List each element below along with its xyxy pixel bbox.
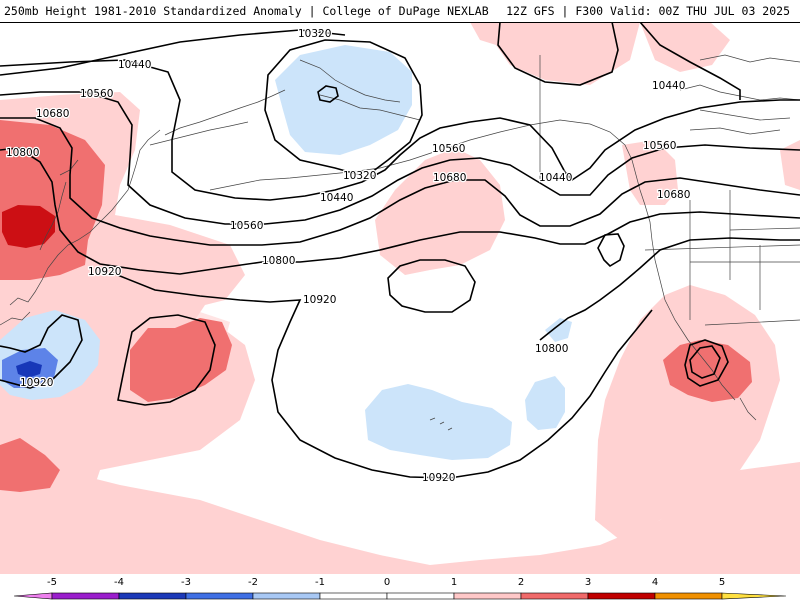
contour-label: 10920 (88, 266, 121, 278)
anomaly-map: 10320 10320 10440 10440 10440 10440 1056… (0, 22, 800, 574)
contour-10920-west-lobe (117, 314, 216, 406)
contour-10320-low (317, 85, 339, 103)
colorbar-tick-label: -4 (114, 577, 124, 588)
negative-anomaly-shading-3 (16, 361, 42, 378)
positive-anomaly-shading-2 (0, 120, 752, 492)
contour-label: 10560 (230, 220, 263, 232)
contour-label: 10680 (433, 172, 466, 184)
contour-10800-south (539, 237, 800, 341)
contour-10800-lobe (597, 233, 625, 268)
coastlines (0, 54, 800, 431)
contour-10920-pacific (109, 271, 653, 479)
contour-label: 10800 (6, 147, 39, 159)
contour-label: 10560 (432, 143, 465, 155)
contour-10320-east (497, 22, 619, 86)
contour-10320-central (264, 39, 423, 176)
contour-10920-asia (0, 314, 83, 389)
colorbar-tick-label: 2 (518, 577, 524, 588)
colorbar-swatch (51, 592, 120, 600)
colorbar-tick-label: 0 (384, 577, 390, 588)
contour-label: 10680 (36, 108, 69, 120)
contour-10320-north (0, 29, 346, 76)
map-header: 250mb Height 1981-2010 Standardized Anom… (0, 0, 800, 23)
colorbar-tick-label: 5 (719, 577, 725, 588)
colorbar-swatch (185, 592, 254, 600)
contour-10440-east (639, 22, 741, 100)
colorbar-swatch (13, 592, 53, 600)
contour-label: 10320 (298, 28, 331, 40)
contour-label: 10440 (539, 172, 572, 184)
contour-label: 10320 (343, 170, 376, 182)
colorbar-swatch (520, 592, 589, 600)
model-run-label: 12Z GFS | F300 Valid: 00Z THU JUL 03 202… (506, 4, 790, 18)
colorbar-tick-label: -1 (315, 577, 325, 588)
colorbar-swatch (386, 592, 455, 600)
colorbar-swatch (319, 592, 388, 600)
height-contours (0, 22, 800, 479)
map-title: 250mb Height 1981-2010 Standardized Anom… (4, 4, 489, 18)
colorbar-tick-label: 3 (585, 577, 591, 588)
colorbar-tick-label: 1 (451, 577, 457, 588)
contour-label: 10920 (20, 377, 53, 389)
contour-10920-sw-outer (684, 339, 729, 387)
contour-10440-main (0, 59, 800, 201)
colorbar-tick-label: -3 (181, 577, 191, 588)
contour-10920-central (387, 259, 476, 313)
contour-10800-main (0, 147, 800, 275)
contour-label: 10800 (535, 343, 568, 355)
colorbar-tick-label: -5 (47, 577, 57, 588)
colorbar-swatch (453, 592, 522, 600)
colorbar-swatch (118, 592, 187, 600)
colorbar-swatch (252, 592, 321, 600)
contour-label: 10680 (657, 189, 690, 201)
colorbar-swatch (654, 592, 723, 600)
colorbar-swatches (13, 592, 787, 600)
contour-label: 10440 (118, 59, 151, 71)
colorbar-tick-label: -2 (248, 577, 258, 588)
contour-labels: 10320 10320 10440 10440 10440 10440 1056… (5, 27, 692, 486)
negative-anomaly-shading-1 (0, 45, 572, 460)
contour-label: 10800 (262, 255, 295, 267)
contour-label: 10440 (320, 192, 353, 204)
colorbar: -5 -4 -3 -2 -1 0 1 2 3 4 5 (0, 574, 800, 600)
contour-10560-main (0, 91, 800, 225)
colorbar-tick-label: 4 (652, 577, 658, 588)
contour-label: 10560 (80, 88, 113, 100)
contour-label: 10440 (652, 80, 685, 92)
colorbar-swatch (721, 592, 787, 600)
colorbar-ticks: -5 -4 -3 -2 -1 0 1 2 3 4 5 (47, 577, 725, 588)
contour-label: 10920 (303, 294, 336, 306)
contour-10680-main (0, 117, 800, 246)
contour-10920-sw-low (689, 345, 721, 379)
contour-label: 10920 (422, 472, 455, 484)
contour-label: 10560 (643, 140, 676, 152)
colorbar-swatch (587, 592, 656, 600)
positive-anomaly-shading-3 (2, 205, 55, 248)
